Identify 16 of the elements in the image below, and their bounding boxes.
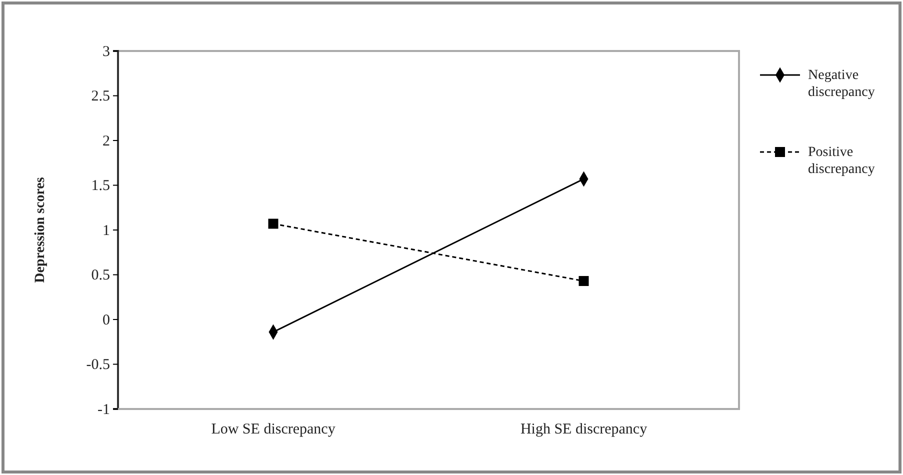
- y-tick-label: 0.5: [91, 268, 110, 284]
- point: [268, 218, 278, 229]
- y-tick-label: -0.5: [86, 357, 110, 374]
- x-tick-label: High SE discrepancy: [520, 422, 648, 438]
- y-tick-label: 1.5: [91, 178, 110, 194]
- y-tick-label: 2.5: [91, 88, 110, 105]
- x-tick-label: Low SE discrepancy: [211, 422, 336, 438]
- point: [578, 276, 589, 286]
- y-tick-label: -1: [98, 402, 110, 418]
- y-axis-title: Depression scores: [33, 176, 48, 283]
- legend-label: Negative discrepancy: [808, 68, 875, 100]
- y-tick-label: 3: [102, 44, 110, 60]
- legend-label: Positive discrepancy: [808, 145, 875, 177]
- y-tick-label: 0: [102, 312, 110, 328]
- y-tick-label: 1: [102, 222, 110, 239]
- y-tick-label: 2: [102, 133, 110, 150]
